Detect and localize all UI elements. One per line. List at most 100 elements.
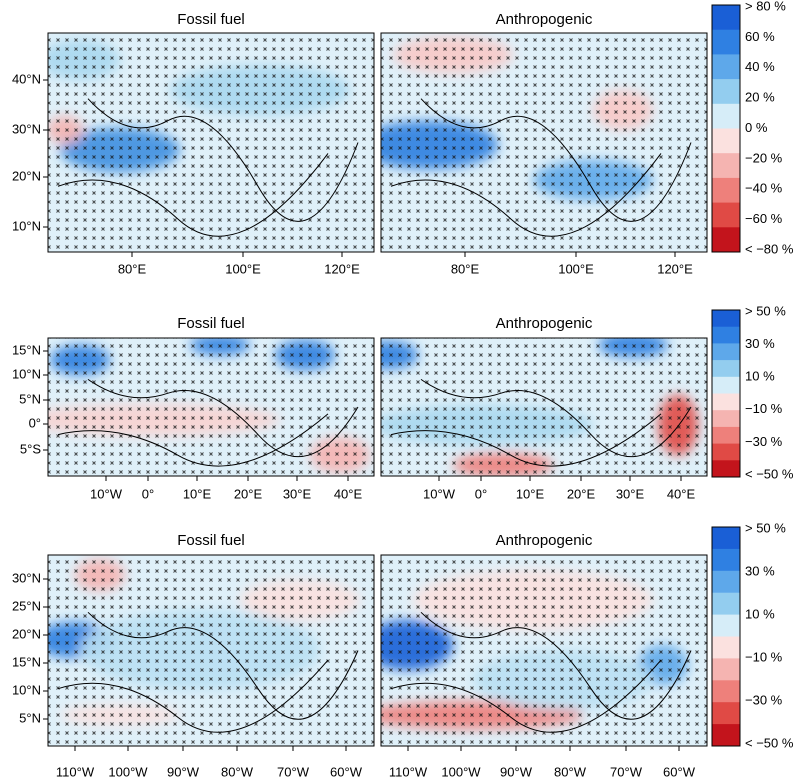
lon-label: 30°E — [616, 486, 645, 501]
lon-label: 110°W — [389, 764, 428, 779]
lat-label: 25°N — [12, 598, 41, 613]
lat-label: 10°N — [12, 218, 41, 233]
coastline — [420, 98, 692, 222]
lat-label: 5°N — [19, 710, 41, 725]
colorbar-label: > 50 % — [745, 303, 786, 318]
colorbar-bin — [712, 79, 740, 105]
map-field — [48, 33, 374, 252]
lat-label: 30°N — [12, 121, 41, 136]
colorbar-label: 10 % — [745, 606, 775, 621]
colorbar-label: > 80 % — [745, 0, 786, 13]
colorbar-bin — [712, 614, 740, 637]
colorbar-bin — [712, 680, 740, 703]
lon-label: 10°W — [423, 486, 456, 501]
colorbar-bin — [712, 5, 740, 31]
colorbar-bin — [712, 658, 740, 681]
significance-stippling — [381, 33, 707, 252]
panel-frame — [47, 554, 375, 747]
colorbar-bin — [712, 128, 740, 154]
lat-label: 5°N — [19, 391, 41, 406]
colorbar-bin — [712, 393, 740, 411]
colorbar-label: < −50 % — [745, 735, 794, 750]
panel-frame — [380, 554, 708, 747]
panel-title: Fossil fuel — [177, 315, 245, 332]
lat-label: 15°N — [12, 342, 41, 357]
lon-label: 0° — [142, 486, 154, 501]
map-panel: Anthropogenic 110°W 100°W 90°W 80°W 70°W 60°W — [380, 532, 708, 779]
lat-label: 20°N — [12, 168, 41, 183]
lon-label: 30°E — [283, 486, 312, 501]
colorbar-label: −30 % — [745, 692, 783, 707]
map-panel: Anthropogenic 10°W 0° 10°E 20°E 30°E 40°E — [380, 315, 708, 501]
lon-label: 100°W — [441, 764, 481, 779]
colorbar-bin — [712, 724, 740, 747]
lon-label: 80°W — [554, 764, 587, 779]
colorbar-bin — [712, 54, 740, 80]
significance-stippling — [381, 338, 707, 476]
colorbar-bin — [712, 426, 740, 445]
lon-label: 70°W — [277, 764, 310, 779]
colorbar-label: 30 % — [745, 563, 775, 578]
lon-label: 0° — [475, 486, 487, 501]
coastline — [420, 611, 692, 720]
map-field — [381, 33, 707, 252]
colorbar-label: −60 % — [745, 211, 783, 226]
lon-label: 110°W — [56, 764, 95, 779]
coastline — [390, 659, 662, 733]
colorbar-bin — [712, 343, 740, 361]
colorbar-label: < −80 % — [745, 241, 794, 256]
colorbar-label: −10 % — [745, 401, 783, 416]
colorbar-label: 40 % — [745, 59, 775, 74]
map-panel: Fossil fuel 110°W 100°W 90°W 80°W 70°W 60°W — [47, 532, 375, 779]
coastline — [420, 378, 692, 458]
lat-label: 20°N — [12, 626, 41, 641]
lat-label: 0° — [29, 415, 41, 430]
colorbar-label: 0 % — [745, 120, 768, 135]
colorbar-label: 20 % — [745, 90, 775, 105]
colorbar-label: < −50 % — [745, 466, 794, 481]
panel-title: Anthropogenic — [496, 532, 593, 549]
colorbar-bin — [712, 360, 740, 378]
colorbar: > 80 % 60 % 40 % 20 % 0 % −20 % −40 % −60 % < −8… — [711, 0, 794, 256]
lon-label: 10°E — [516, 486, 545, 501]
colorbar-label: 60 % — [745, 29, 775, 44]
colorbar-bin — [712, 527, 740, 550]
lat-label: 15°N — [12, 654, 41, 669]
colorbar-bin — [712, 310, 740, 328]
colorbar-label: 10 % — [745, 369, 775, 384]
map-field — [48, 555, 374, 746]
coastline — [57, 413, 329, 467]
significance-stippling — [381, 555, 707, 746]
colorbar: > 50 % 30 % 10 % −10 % −30 % < −50 % — [711, 520, 794, 750]
lon-label: 90°W — [500, 764, 533, 779]
lat-label: 10°N — [12, 366, 41, 381]
colorbar-label: −20 % — [745, 150, 783, 165]
lon-label: 120°E — [657, 261, 693, 276]
colorbar-label: −30 % — [745, 434, 783, 449]
colorbar-bin — [712, 202, 740, 228]
lon-label: 80°W — [221, 764, 254, 779]
coastline — [390, 153, 662, 237]
lat-label: 30°N — [12, 570, 41, 585]
lon-label: 20°E — [567, 486, 596, 501]
colorbar-bin — [712, 702, 740, 725]
colorbar-bin — [712, 443, 740, 461]
map-field — [48, 338, 374, 476]
panel-title: Fossil fuel — [177, 532, 245, 549]
colorbar-frame — [711, 309, 741, 478]
lat-label: 40°N — [12, 71, 41, 86]
lon-label: 40°E — [667, 486, 696, 501]
map-panel: Fossil fuel 80°E 100°E 120°E — [47, 11, 375, 276]
lon-label: 70°W — [610, 764, 643, 779]
lon-label: 100°W — [108, 764, 148, 779]
lat-label: 10°N — [12, 682, 41, 697]
lon-label: 80°E — [118, 261, 147, 276]
coastline — [87, 98, 359, 222]
colorbar-bin — [712, 326, 740, 344]
panel-frame — [47, 32, 375, 253]
coastline — [87, 611, 359, 720]
significance-stippling — [48, 555, 374, 746]
lon-label: 100°E — [558, 261, 594, 276]
colorbar-frame — [711, 526, 741, 747]
coastline — [87, 378, 359, 458]
